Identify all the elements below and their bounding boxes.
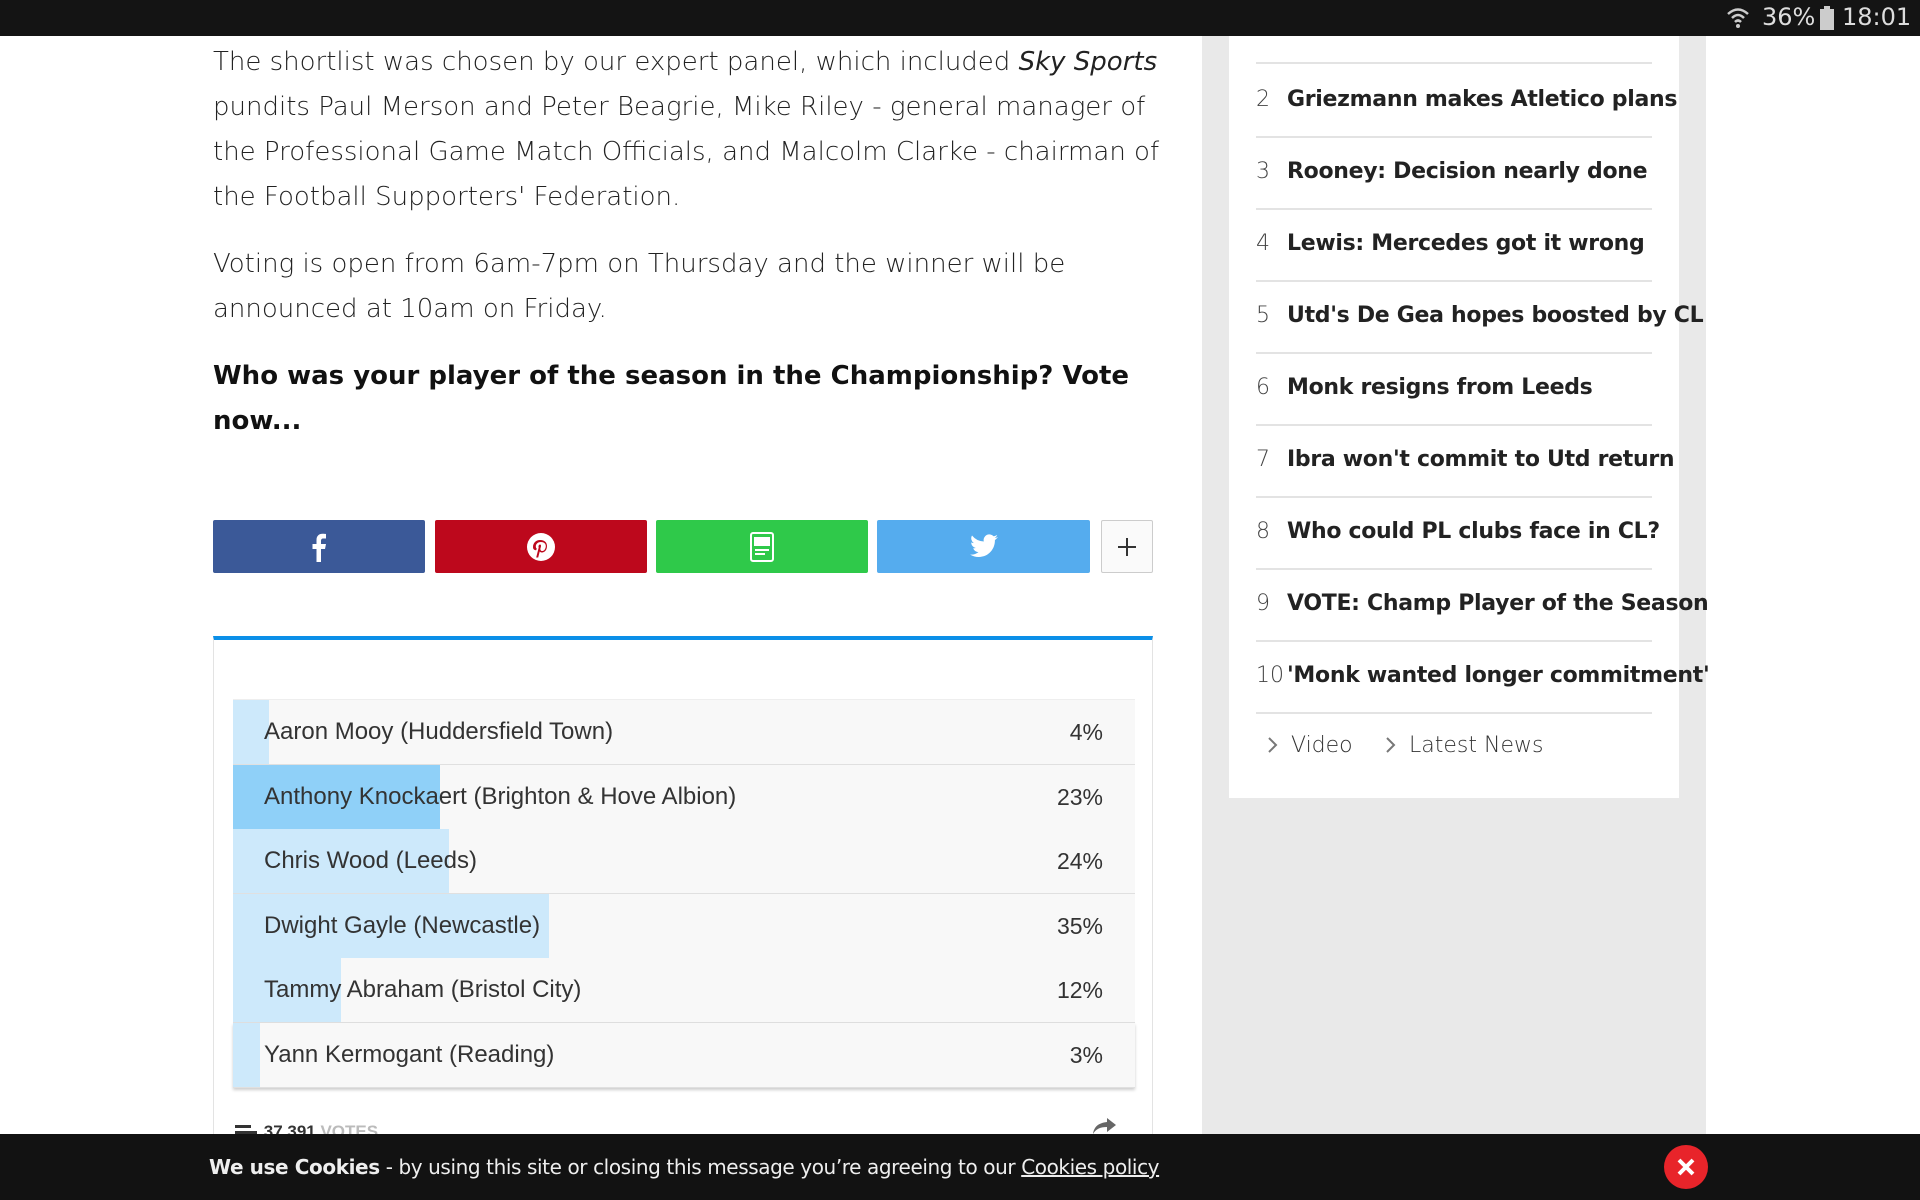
sidebar-link[interactable]: Video <box>1267 730 1353 762</box>
popular-item[interactable]: 4 Lewis: Mercedes got it wrong <box>1256 208 1652 282</box>
option-percent: 4% <box>1069 719 1103 745</box>
more-share[interactable] <box>1101 520 1153 573</box>
separator <box>1256 62 1652 64</box>
result-bar <box>233 700 270 764</box>
result-bar <box>233 893 549 958</box>
headline: 'Monk wanted longer commitment' <box>1287 663 1710 688</box>
poll-option[interactable]: Yann Kermogant (Reading) 3% <box>233 1022 1135 1088</box>
result-bar <box>233 958 342 1022</box>
popular-item[interactable]: 6 Monk resigns from Leeds <box>1256 352 1652 426</box>
text: We use Cookies <box>209 1155 380 1179</box>
result-bar <box>233 764 441 829</box>
option-name: Aaron Mooy (Huddersfield Town) <box>264 718 614 745</box>
headline: Griezmann makes Atletico plans <box>1287 87 1678 112</box>
sms-share[interactable] <box>656 520 868 573</box>
link-text: Video <box>1291 733 1353 758</box>
popular-item[interactable]: 10 'Monk wanted longer commitment' <box>1256 640 1710 714</box>
poll-option[interactable]: Tammy Abraham (Bristol City) 12% <box>233 958 1135 1023</box>
cookie-text: We use Cookies - by using this site or c… <box>209 1134 1160 1200</box>
rank: 6 <box>1256 375 1270 400</box>
popular-item[interactable]: 7 Ibra won't commit to Utd return <box>1256 424 1675 498</box>
status-bar: 36% 18:01 <box>0 0 1920 36</box>
headline: Utd's De Gea hopes boosted by CL <box>1287 303 1704 328</box>
option-name: Tammy Abraham (Bristol City) <box>264 976 582 1003</box>
rank: 9 <box>1256 591 1270 616</box>
rank: 8 <box>1256 519 1270 544</box>
headline: Who could PL clubs face in CL? <box>1287 519 1660 544</box>
option-percent: 35% <box>1056 912 1103 939</box>
battery-percent: 36% <box>1762 3 1816 31</box>
option-percent: 12% <box>1056 977 1103 1003</box>
rank: 4 <box>1256 231 1270 256</box>
popular-item[interactable]: 3 Rooney: Decision nearly done <box>1256 136 1652 210</box>
text: Sky Sports <box>1018 47 1158 77</box>
article: The shortlist was chosen by our expert p… <box>213 40 1163 466</box>
share-icon[interactable] <box>1093 1118 1117 1134</box>
cookies-policy-link[interactable]: Cookies policy <box>1021 1155 1160 1179</box>
option-name: Chris Wood (Leeds) <box>264 847 477 874</box>
poll-option[interactable]: Aaron Mooy (Huddersfield Town) 4% <box>233 700 1135 765</box>
chevron <box>1268 737 1278 753</box>
question: Who was your player of the season in the… <box>213 361 1130 436</box>
facebook-share[interactable] <box>213 520 425 573</box>
popular-item[interactable]: 5 Utd's De Gea hopes boosted by CL <box>1256 280 1704 354</box>
popular-item[interactable]: 2 Griezmann makes Atletico plans <box>1256 64 1677 138</box>
close-button[interactable] <box>1664 1145 1708 1189</box>
sidebar-link[interactable]: Latest News <box>1385 730 1543 762</box>
option-name: Anthony Knockaert (Brighton & Hove Albio… <box>264 782 737 810</box>
headline: Rooney: Decision nearly done <box>1287 159 1648 184</box>
text: - by using this site or closing this mes… <box>379 1155 1022 1179</box>
option-percent: 3% <box>1069 1041 1103 1068</box>
battery-icon <box>1820 6 1834 30</box>
icon <box>312 533 326 562</box>
poll-option[interactable]: Chris Wood (Leeds) 24% <box>233 829 1135 894</box>
pinterest-share[interactable] <box>435 520 647 573</box>
headline: Lewis: Mercedes got it wrong <box>1287 231 1645 256</box>
paragraph: Voting is open from 6am-7pm on Thursday … <box>213 249 1066 324</box>
rank: 7 <box>1256 447 1270 472</box>
result-bar <box>233 829 450 893</box>
result-bar <box>233 1022 261 1087</box>
icon <box>750 531 774 562</box>
option-name: Dwight Gayle (Newcastle) <box>264 911 541 939</box>
headline: VOTE: Champ Player of the Season <box>1287 591 1709 616</box>
text: The shortlist was chosen by our expert p… <box>213 47 1019 77</box>
headline: Monk resigns from Leeds <box>1287 375 1593 400</box>
headline: Ibra won't commit to Utd return <box>1287 447 1675 472</box>
twitter-share[interactable] <box>877 520 1090 573</box>
option-percent: 23% <box>1056 783 1103 810</box>
link-text: Latest News <box>1409 733 1544 758</box>
sidebar-panel <box>1229 36 1679 798</box>
wifi-icon <box>1727 8 1749 28</box>
popular-item[interactable]: 9 VOTE: Champ Player of the Season <box>1256 568 1709 642</box>
rank: 5 <box>1256 303 1270 328</box>
chevron <box>1386 737 1396 753</box>
icon <box>1118 537 1136 556</box>
icon <box>527 532 555 561</box>
clock: 18:01 <box>1842 3 1912 31</box>
popular-item[interactable]: 8 Who could PL clubs face in CL? <box>1256 496 1660 570</box>
rank: 10 <box>1256 663 1284 688</box>
cookie-banner: We use Cookies - by using this site or c… <box>0 1134 1920 1200</box>
poll-option[interactable]: Anthony Knockaert (Brighton & Hove Albio… <box>233 764 1135 830</box>
poll-option[interactable]: Dwight Gayle (Newcastle) 35% <box>233 893 1135 959</box>
paragraph: The shortlist was chosen by our expert p… <box>213 40 1163 220</box>
rank: 2 <box>1256 87 1270 112</box>
icon <box>969 533 998 557</box>
option-name: Yann Kermogant (Reading) <box>264 1040 555 1068</box>
option-percent: 24% <box>1056 848 1103 874</box>
rank: 3 <box>1256 159 1270 184</box>
text: pundits Paul Merson and Peter Beagrie, M… <box>213 92 1160 212</box>
